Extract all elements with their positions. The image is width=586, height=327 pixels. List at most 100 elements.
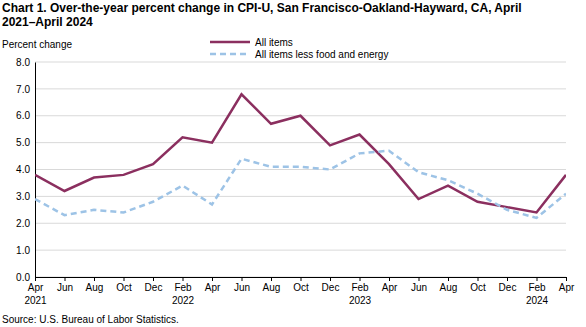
x-tick-label: Dec	[145, 282, 163, 293]
x-tick-mark	[330, 277, 331, 281]
y-tick-label: 1.0	[16, 245, 30, 256]
x-tick: Oct	[293, 277, 309, 293]
x-tick: Apr	[559, 277, 575, 293]
y-axis-title: Percent change	[2, 39, 72, 50]
x-tick: Aug	[440, 277, 458, 293]
y-tick: 1.0	[16, 245, 35, 256]
x-tick-label-line: Aug	[86, 282, 104, 293]
x-tick-label-line: Dec	[322, 282, 340, 293]
grid-line	[35, 62, 566, 63]
lines	[35, 94, 566, 218]
x-tick-label: Dec	[322, 282, 340, 293]
grid-line	[35, 223, 566, 224]
y-tick: 2.0	[16, 218, 35, 229]
series-line	[35, 151, 566, 218]
x-tick: Feb2023	[349, 277, 372, 306]
x-tick-label-line: Jun	[57, 282, 73, 293]
series-line	[35, 94, 566, 212]
x-tick-label-line: Apr	[205, 282, 221, 293]
legend-label: All items less food and energy	[255, 49, 388, 60]
legend-swatch	[210, 41, 250, 44]
x-tick-label-line: Feb	[174, 282, 192, 293]
y-tick-label: 6.0	[16, 110, 30, 121]
x-tick: Aug	[86, 277, 104, 293]
y-tick: 7.0	[16, 84, 35, 95]
y-tick: 8.0	[16, 57, 35, 68]
x-tick: Feb 2024	[526, 277, 549, 306]
x-tick-label: Jun	[234, 282, 250, 293]
x-tick: Jun	[234, 277, 250, 293]
x-tick-mark	[183, 277, 184, 281]
x-tick: Dec	[499, 277, 517, 293]
x-tick-label-line: Apr	[28, 282, 44, 293]
y-tick-label: 8.0	[16, 57, 30, 68]
x-tick-label-line: Feb	[351, 282, 369, 293]
x-tick-label: Jun	[411, 282, 427, 293]
x-tick: Apr 2021	[24, 277, 47, 306]
x-axis: Apr 2021 Jun Aug Oct Dec Feb 2022 Apr Jun Aug Oct De…	[24, 277, 575, 306]
y-tick-label: 5.0	[16, 137, 30, 148]
x-tick: Jun	[57, 277, 73, 293]
x-tick-label: Feb 2024	[526, 282, 549, 306]
y-tick: 6.0	[16, 110, 35, 121]
x-tick-mark	[153, 277, 154, 281]
y-tick-label: 7.0	[16, 84, 30, 95]
y-tick-label: 0.0	[16, 272, 30, 283]
x-tick-label: Oct	[470, 282, 486, 293]
x-tick-label: Apr	[205, 282, 221, 293]
x-tick-mark	[478, 277, 479, 281]
x-tick-label-line: 2024	[526, 295, 549, 306]
x-tick-label-line: Apr	[382, 282, 398, 293]
x-tick: Feb 2022	[172, 277, 195, 306]
grid-line	[35, 142, 566, 143]
grid	[35, 62, 566, 277]
x-tick: Jun	[411, 277, 427, 293]
chart-title: Chart 1. Over-the-year percent change in…	[2, 1, 522, 29]
x-tick: Apr	[205, 277, 221, 293]
y-tick: 4.0	[16, 164, 35, 175]
title-line: 2021–April 2024	[2, 15, 93, 29]
legend: All itemsAll items less food and energy	[210, 37, 388, 60]
x-tick-label: Aug	[263, 282, 281, 293]
x-tick-label-line: Aug	[263, 282, 281, 293]
x-tick-mark	[448, 277, 449, 281]
x-tick-label-line: Jun	[234, 282, 250, 293]
x-tick-mark	[419, 277, 420, 281]
x-tick-label: Jun	[57, 282, 73, 293]
legend-label: All items	[255, 37, 293, 48]
x-tick-label-line: Feb	[528, 282, 546, 293]
title-line: Chart 1. Over-the-year percent change in…	[2, 1, 522, 15]
y-tick-label: 3.0	[16, 191, 30, 202]
x-tick-label: Oct	[293, 282, 309, 293]
x-tick: Apr	[382, 277, 398, 293]
x-tick-mark	[35, 277, 36, 281]
x-tick-label-line: Apr	[559, 282, 575, 293]
x-tick-label-line: Oct	[293, 282, 309, 293]
x-tick-label: Aug	[86, 282, 104, 293]
x-tick: Aug	[263, 277, 281, 293]
x-tick-label: Aug	[440, 282, 458, 293]
x-tick-mark	[124, 277, 125, 281]
x-tick: Dec	[322, 277, 340, 293]
y-tick-label: 2.0	[16, 218, 30, 229]
y-tick: 0.0	[16, 272, 35, 283]
x-tick-label: Apr 2021	[24, 282, 47, 306]
legend-swatch	[210, 53, 250, 56]
x-tick-mark	[389, 277, 390, 281]
x-tick-label-line: Jun	[411, 282, 427, 293]
x-tick-label: Feb2023	[349, 282, 372, 306]
grid-line	[35, 196, 566, 197]
x-tick: Dec	[145, 277, 163, 293]
x-tick-label-line: Oct	[470, 282, 486, 293]
chart-container: Chart 1. Over-the-year percent change in…	[0, 0, 586, 327]
x-tick-label-line: 2021	[24, 295, 47, 306]
y-tick-label: 4.0	[16, 164, 30, 175]
x-tick-mark	[212, 277, 213, 281]
x-tick-mark	[242, 277, 243, 281]
x-tick: Oct	[470, 277, 486, 293]
x-tick-label-line: Aug	[440, 282, 458, 293]
y-axis: 0.0 1.0 2.0 3.0 4.0 5.0 6.0 7.0 8.0	[16, 57, 35, 283]
x-tick-label-line: 2022	[172, 295, 195, 306]
x-tick-label: Apr	[382, 282, 398, 293]
x-tick-mark	[507, 277, 508, 281]
